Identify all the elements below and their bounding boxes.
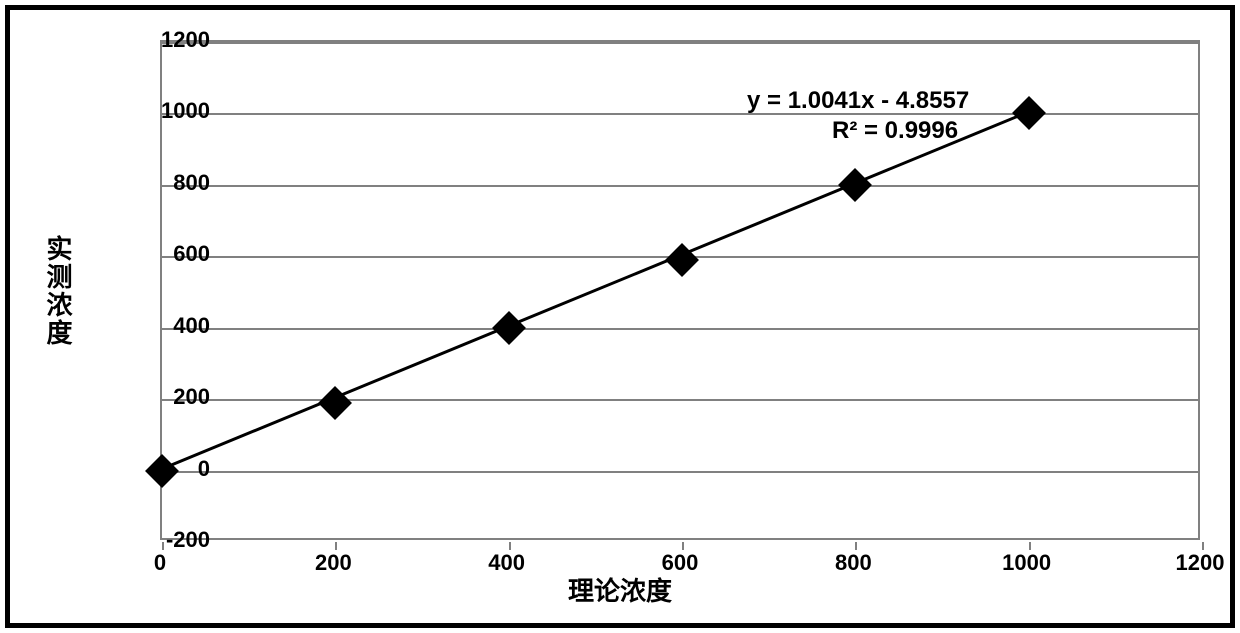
- plot-container: y = 1.0041x - 4.8557 R² = 0.9996 -200 0 …: [100, 40, 1200, 540]
- data-marker: [838, 168, 872, 202]
- x-tick-mark: [855, 542, 857, 550]
- data-marker: [492, 311, 526, 345]
- y-tick-label: 1000: [110, 98, 210, 124]
- equation-line-2: R² = 0.9996: [832, 117, 958, 145]
- x-tick-mark: [682, 542, 684, 550]
- gridline-h: [162, 185, 1198, 187]
- x-axis-label: 理论浓度: [568, 571, 672, 608]
- data-marker: [1012, 96, 1046, 130]
- gridline-h: [162, 471, 1198, 473]
- x-tick-mark: [509, 542, 511, 550]
- equation-line-1: y = 1.0041x - 4.8557: [747, 87, 969, 115]
- x-tick-mark: [335, 542, 337, 550]
- x-tick-label: 1200: [1160, 550, 1240, 576]
- x-tick-label: 400: [467, 550, 547, 576]
- chart-outer-frame: 实测浓度 y = 1.0041x: [5, 5, 1235, 628]
- x-tick-mark: [1029, 542, 1031, 550]
- x-tick-label: 200: [293, 550, 373, 576]
- y-tick-label: 1200: [110, 27, 210, 53]
- gridline-h: [162, 42, 1198, 44]
- x-tick-label: 0: [120, 550, 200, 576]
- y-axis-label: 实测浓度: [40, 235, 77, 347]
- trendline: [162, 113, 1025, 469]
- trendline-svg: [162, 42, 1198, 538]
- y-tick-label: 600: [110, 241, 210, 267]
- x-tick-mark: [1202, 542, 1204, 550]
- x-tick-label: 800: [813, 550, 893, 576]
- gridline-h: [162, 328, 1198, 330]
- plot-area: y = 1.0041x - 4.8557 R² = 0.9996: [160, 40, 1200, 540]
- gridline-h: [162, 399, 1198, 401]
- y-tick-label: 800: [110, 170, 210, 196]
- y-tick-label: 0: [110, 456, 210, 482]
- y-tick-label: 200: [110, 384, 210, 410]
- y-tick-label: 400: [110, 313, 210, 339]
- data-marker: [318, 386, 352, 420]
- x-tick-label: 1000: [987, 550, 1067, 576]
- data-marker: [665, 243, 699, 277]
